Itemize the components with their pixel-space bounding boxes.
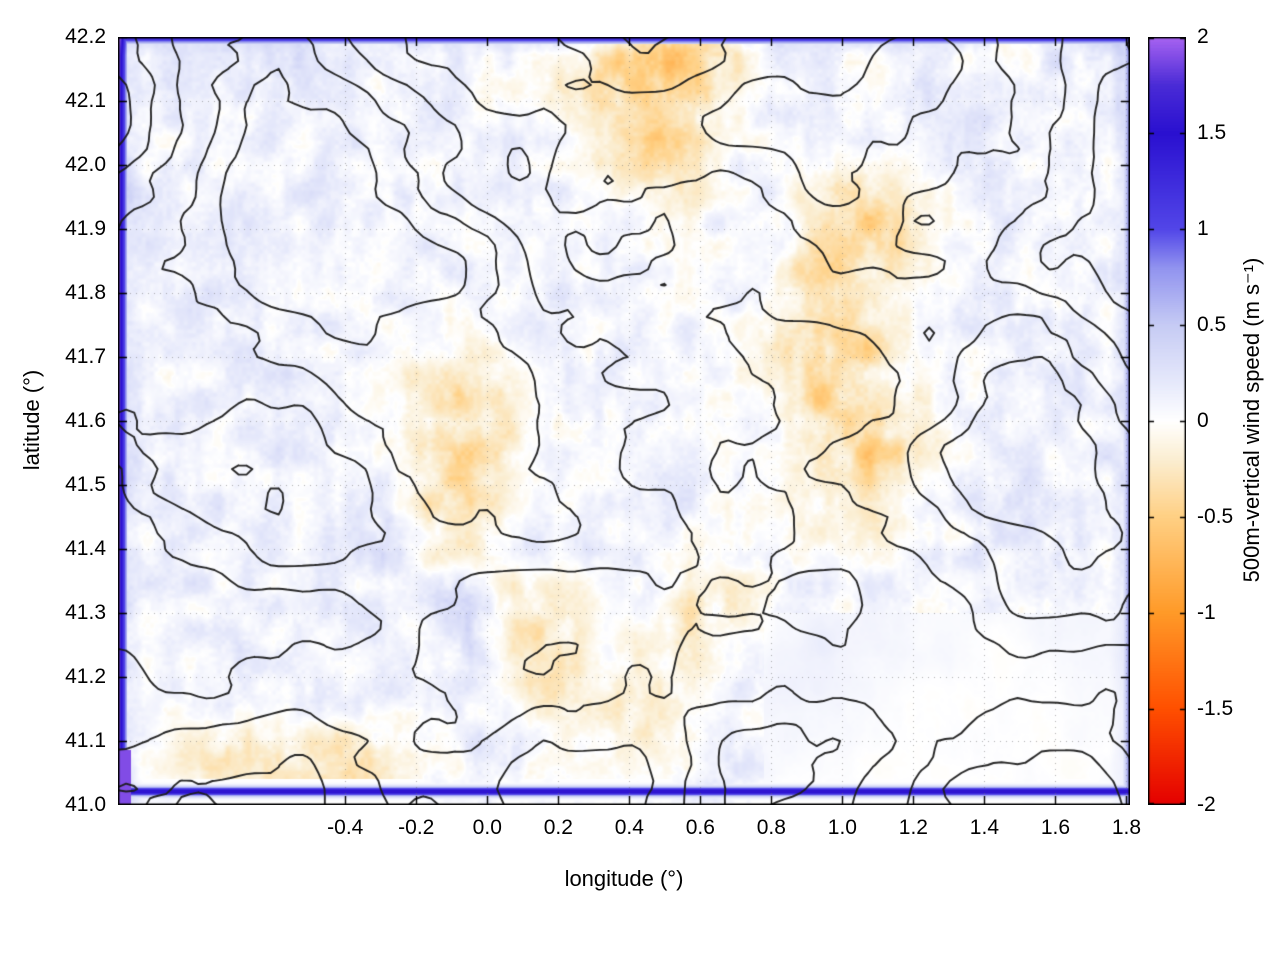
x-tick-label: 1.2: [898, 816, 928, 839]
colorbar-tick-label: -2: [1197, 793, 1216, 816]
colorbar-tick-label: 0.5: [1197, 313, 1227, 336]
y-tick-label: 41.8: [65, 281, 106, 304]
x-tick-label: -0.2: [398, 816, 435, 839]
x-tick-label: 1.6: [1040, 816, 1071, 839]
x-tick-label: 0.8: [756, 816, 786, 839]
colorbar-tick-label: 2: [1197, 25, 1209, 48]
y-tick-label: 41.7: [65, 345, 106, 368]
colorbar-tick-label: 1: [1197, 217, 1209, 240]
colorbar-tick-label: 0: [1197, 409, 1209, 432]
y-tick-label: 42.1: [65, 89, 106, 112]
y-tick-label: 41.2: [65, 665, 106, 688]
x-axis-title: longitude (°): [564, 866, 684, 891]
y-tick-label: 42.0: [65, 153, 106, 176]
x-tick-label: 1.4: [969, 816, 1000, 839]
colorbar-title: 500m-vertical wind speed (m s⁻¹): [1239, 257, 1264, 583]
x-tick-label: -0.4: [327, 816, 364, 839]
y-tick-label: 41.1: [65, 729, 106, 752]
y-tick-label: 41.9: [65, 217, 106, 240]
y-tick-label: 42.2: [65, 25, 106, 48]
colorbar-tick-label: -0.5: [1197, 505, 1234, 528]
y-tick-label: 41.0: [65, 793, 106, 816]
colorbar-tick-label: -1: [1197, 601, 1216, 624]
x-tick-label: 1.0: [827, 816, 857, 839]
x-tick-label: 0.6: [685, 816, 715, 839]
y-tick-label: 41.3: [65, 601, 106, 624]
x-tick-label: 1.8: [1111, 816, 1142, 839]
x-tick-label: 0.0: [472, 816, 502, 839]
y-tick-label: 41.4: [65, 537, 106, 560]
heatmap-plot-canvas: [118, 37, 1130, 805]
x-tick-label: 0.4: [614, 816, 644, 839]
y-tick-label: 41.5: [65, 473, 106, 496]
colorbar-gradient: [1148, 37, 1186, 805]
y-tick-label: 41.6: [65, 409, 106, 432]
colorbar-tick-label: -1.5: [1197, 697, 1234, 720]
colorbar-tick-label: 1.5: [1197, 121, 1227, 144]
x-tick-label: 0.2: [543, 816, 573, 839]
